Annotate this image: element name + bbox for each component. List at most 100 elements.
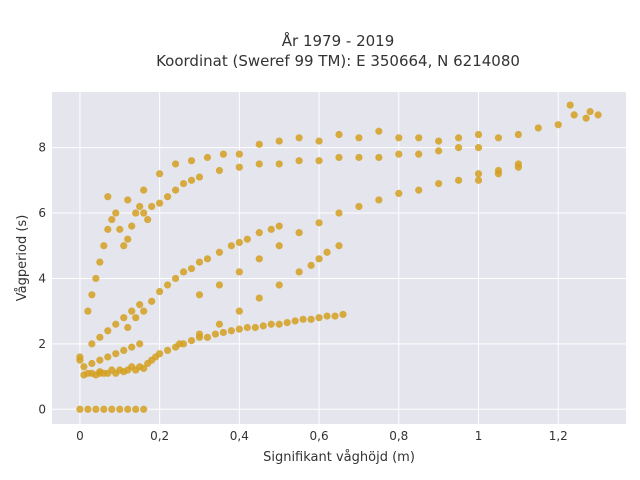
data-point [514, 130, 522, 139]
data-point [251, 323, 259, 332]
data-point [375, 196, 383, 204]
data-point [295, 157, 303, 165]
data-point [335, 209, 343, 217]
data-point [215, 281, 224, 289]
data-point [156, 287, 164, 296]
data-point [255, 140, 263, 148]
data-point [315, 219, 323, 227]
data-point [415, 186, 423, 194]
data-point [104, 193, 112, 201]
data-point [88, 359, 96, 368]
data-point [534, 124, 542, 132]
data-point [275, 137, 283, 145]
data-point [454, 144, 463, 152]
data-point [104, 353, 112, 361]
data-point [92, 405, 100, 413]
data-point [140, 307, 148, 315]
data-point [140, 364, 148, 372]
data-point [128, 222, 136, 230]
data-point [315, 314, 323, 322]
data-point [132, 405, 140, 413]
data-point [259, 322, 267, 330]
data-point [315, 157, 323, 165]
data-point [120, 314, 128, 322]
data-point [128, 307, 136, 315]
data-point [315, 137, 323, 145]
data-point [586, 108, 594, 116]
data-point [140, 186, 148, 194]
data-point [395, 150, 403, 158]
data-point [84, 307, 92, 315]
data-point [163, 193, 172, 201]
data-point [163, 346, 172, 355]
data-point [235, 307, 243, 315]
data-point [219, 150, 228, 158]
data-point [171, 186, 180, 194]
data-point [124, 235, 132, 243]
data-point [235, 238, 243, 247]
data-point [136, 202, 144, 211]
data-point [227, 327, 235, 335]
data-point [514, 160, 522, 168]
data-point [283, 319, 291, 327]
data-point [375, 127, 383, 135]
data-point [315, 255, 323, 263]
data-point [76, 353, 84, 361]
data-point [100, 242, 108, 250]
x-tick-label: 0,8 [389, 429, 408, 443]
data-point [195, 258, 204, 266]
data-point [494, 166, 503, 175]
data-point [323, 248, 331, 256]
data-point [235, 325, 243, 333]
data-point [215, 166, 224, 175]
data-point [100, 405, 108, 413]
data-point [295, 229, 303, 237]
data-point [203, 333, 212, 341]
data-point [116, 405, 124, 413]
data-point [307, 261, 315, 269]
data-point [104, 327, 112, 335]
data-point [187, 157, 196, 165]
data-point [215, 320, 224, 328]
chart-subtitle: Koordinat (Sweref 99 TM): E 350664, N 62… [156, 52, 520, 70]
data-point [235, 163, 243, 171]
x-axis-title: Signifikant våghöjd (m) [263, 450, 415, 465]
data-point [76, 405, 84, 413]
data-point [156, 199, 164, 207]
data-point [227, 242, 235, 250]
data-point [395, 134, 403, 142]
data-points [76, 101, 602, 413]
data-point [435, 137, 443, 145]
data-point [84, 405, 92, 413]
y-tick-label: 0 [38, 402, 46, 416]
tick-labels: 0 0,2 0,4 0,6 0,8 1 1,2 0 2 4 6 8 [38, 141, 567, 443]
data-point [136, 340, 144, 348]
data-point [295, 268, 303, 276]
x-tick-label: 0 [76, 429, 84, 443]
data-point [112, 209, 120, 217]
data-point [243, 235, 251, 243]
data-point [96, 356, 104, 364]
data-point [112, 320, 120, 328]
data-point [116, 225, 124, 233]
data-point [474, 170, 483, 178]
data-point [275, 242, 283, 250]
data-point [203, 153, 212, 162]
data-point [163, 281, 172, 289]
data-point [355, 202, 363, 211]
data-point [235, 268, 243, 276]
data-point [108, 215, 116, 224]
data-point [96, 258, 104, 266]
data-point [375, 153, 383, 162]
x-tick-label: 0,6 [310, 429, 329, 443]
data-point [88, 340, 96, 348]
data-point [175, 340, 184, 348]
data-point [88, 291, 96, 299]
data-point [435, 147, 443, 155]
x-tick-label: 1 [475, 429, 483, 443]
data-point [255, 229, 263, 237]
data-point [267, 225, 275, 233]
data-point [566, 101, 574, 109]
data-point [156, 170, 164, 178]
